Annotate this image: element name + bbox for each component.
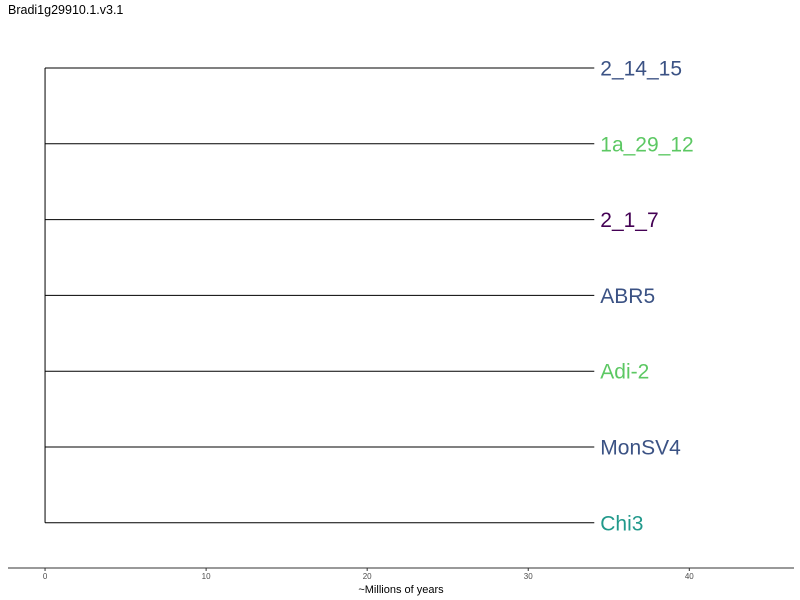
x-axis-ticks: 0 10 20 30 40 [43,568,694,581]
tip-labels-group: 2_14_15 1a_29_12 2_1_7 ABR5 Adi-2 MonSV4 Chi3 [600,58,693,536]
x-tick-label: 10 [202,572,211,581]
tip-label: Chi3 [600,512,643,535]
x-tick-label: 20 [363,572,372,581]
branches-group [44,67,595,524]
tip-label: 2_1_7 [600,209,658,232]
x-tick-label: 40 [685,572,694,581]
x-axis-title: ~Millions of years [358,584,444,596]
tip-label: MonSV4 [600,437,681,460]
x-tick-label: 0 [43,572,48,581]
tip-label: 1a_29_12 [600,133,693,156]
x-axis: 0 10 20 30 40 ~Millions of years [8,567,794,596]
tip-label: 2_14_15 [600,58,682,81]
x-tick-label: 30 [524,572,533,581]
tip-label: ABR5 [600,285,655,308]
tip-label: Adi-2 [600,361,649,384]
chart-title: Bradi1g29910.1.v3.1 [8,3,124,17]
